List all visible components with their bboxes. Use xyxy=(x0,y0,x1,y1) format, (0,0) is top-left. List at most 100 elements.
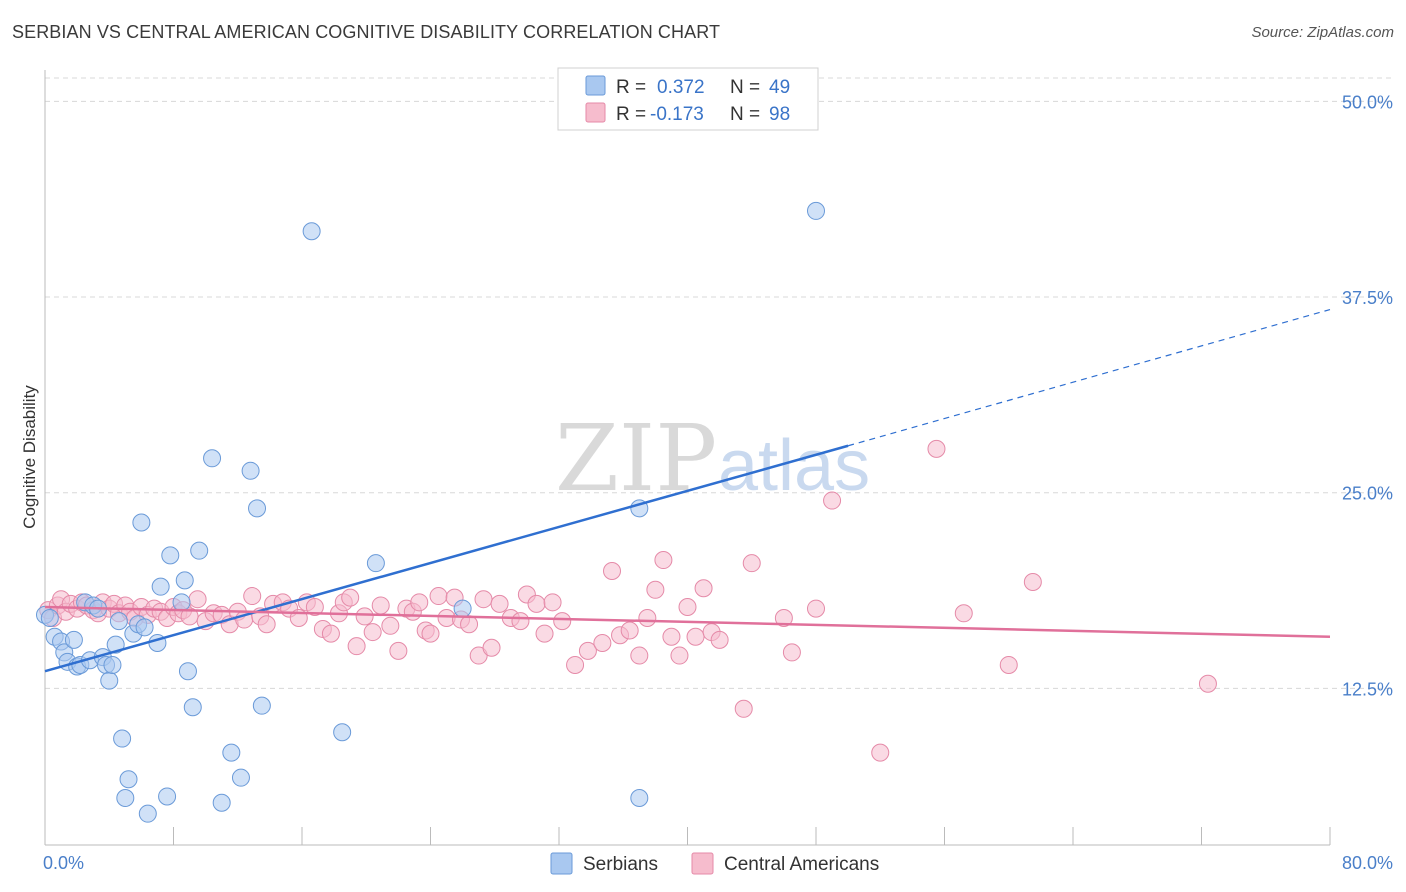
y-tick-label: 50.0% xyxy=(1342,92,1393,112)
legend-n-label-1: N = xyxy=(730,77,760,98)
central-americans-point xyxy=(527,594,546,613)
y-tick-label: 25.0% xyxy=(1342,484,1393,504)
central-americans-point xyxy=(954,604,973,623)
central-americans-point xyxy=(638,608,657,627)
legend-swatch-central xyxy=(585,102,606,123)
serbians-point xyxy=(172,593,191,612)
serbians-point xyxy=(151,577,170,596)
central-americans-point xyxy=(578,641,597,660)
central-americans-point xyxy=(355,607,374,626)
central-americans-point xyxy=(363,623,382,642)
central-americans-point xyxy=(490,594,509,613)
chart-title: SERBIAN VS CENTRAL AMERICAN COGNITIVE DI… xyxy=(12,22,721,42)
central-americans-point xyxy=(305,598,324,617)
serbians-point xyxy=(630,789,649,808)
central-americans-point xyxy=(646,580,665,599)
legend-n-value-2: 98 xyxy=(769,104,790,125)
serbians-point xyxy=(113,729,132,748)
serbians-points xyxy=(36,201,825,823)
central-americans-point xyxy=(460,615,479,634)
central-americans-point xyxy=(593,634,612,653)
central-americans-trend-line xyxy=(44,605,1331,639)
serbians-point xyxy=(248,499,267,518)
central-americans-point xyxy=(807,599,825,618)
central-americans-point xyxy=(511,612,530,631)
watermark: ZIP atlas xyxy=(555,405,870,512)
legend-n-value-1: 49 xyxy=(769,77,790,98)
central-americans-point xyxy=(999,655,1018,674)
serbians-point xyxy=(138,804,157,823)
serbians-point xyxy=(252,696,271,715)
serbians-point xyxy=(158,787,177,806)
central-americans-point xyxy=(734,699,753,718)
legend-r-value-1: 0.372 xyxy=(657,77,705,98)
central-americans-point xyxy=(782,643,801,662)
serbians-point xyxy=(333,723,352,742)
central-americans-point xyxy=(474,590,493,609)
legend-n-label-2: N = xyxy=(730,104,760,125)
legend-r-label-1: R = xyxy=(616,77,646,98)
source-label: Source: ZipAtlas.com xyxy=(1251,24,1394,41)
central-americans-point xyxy=(871,743,890,762)
central-americans-point xyxy=(381,616,400,635)
serbians-point xyxy=(212,793,231,812)
watermark-atlas: atlas xyxy=(718,426,870,506)
serbians-trend-line xyxy=(44,444,849,673)
y-tick-label: 37.5% xyxy=(1342,288,1393,308)
x-tick-label: 0.0% xyxy=(43,853,84,873)
serbians-point xyxy=(135,618,154,637)
serbians-point xyxy=(241,461,260,480)
central-americans-point xyxy=(566,655,585,674)
central-americans-point xyxy=(620,621,639,640)
central-americans-point xyxy=(321,624,340,643)
legend-swatch-serbians xyxy=(585,75,606,96)
legend-r-label-2: R = xyxy=(616,104,646,125)
legend: R = 0.372 N = 49 R = -0.173 N = 98 xyxy=(557,67,819,131)
x-tick-label: 80.0% xyxy=(1342,853,1393,873)
watermark-zip: ZIP xyxy=(555,405,717,512)
central-americans-point xyxy=(670,646,689,665)
serbians-point xyxy=(106,635,125,654)
central-americans-point xyxy=(654,551,673,570)
central-americans-point xyxy=(410,593,429,612)
serbians-point xyxy=(103,655,122,674)
serbians-point xyxy=(178,662,197,681)
serbians-point xyxy=(203,449,222,468)
bottom-legend-serbians: Serbians xyxy=(583,854,658,875)
serbians-point xyxy=(132,513,151,532)
central-americans-point xyxy=(371,596,390,615)
central-americans-point xyxy=(927,439,946,458)
y-tick-label: 12.5% xyxy=(1342,679,1393,699)
central-americans-point xyxy=(535,624,554,643)
serbians-point xyxy=(453,599,472,618)
central-americans-point xyxy=(553,612,572,631)
serbians-trend-extension xyxy=(847,308,1331,447)
central-americans-point xyxy=(603,562,622,581)
central-americans-point xyxy=(429,587,448,606)
central-americans-point xyxy=(341,588,360,607)
legend-r-value-2: -0.173 xyxy=(650,104,704,125)
bottom-legend: Serbians Central Americans xyxy=(550,852,879,875)
central-americans-point xyxy=(482,638,501,657)
central-americans-point xyxy=(742,554,761,573)
central-americans-point xyxy=(823,491,842,510)
serbians-point xyxy=(64,630,83,649)
central-americans-point xyxy=(257,615,276,634)
serbians-point xyxy=(40,608,59,627)
serbians-point xyxy=(183,698,202,717)
serbians-point xyxy=(190,541,209,560)
central-americans-point xyxy=(389,641,408,660)
axis-tick-labels: 12.5% 25.0% 37.5% 50.0% 0.0% 80.0% xyxy=(43,92,1393,873)
central-americans-point xyxy=(630,646,649,665)
axes xyxy=(44,70,1331,846)
serbians-point xyxy=(222,743,241,762)
serbians-point xyxy=(175,571,194,590)
serbians-point xyxy=(116,789,135,808)
serbians-point xyxy=(119,770,138,789)
serbians-point xyxy=(231,768,250,787)
central-americans-point xyxy=(662,627,681,646)
bottom-legend-central: Central Americans xyxy=(724,854,879,875)
serbians-point xyxy=(109,612,128,631)
central-americans-point xyxy=(1023,572,1042,591)
